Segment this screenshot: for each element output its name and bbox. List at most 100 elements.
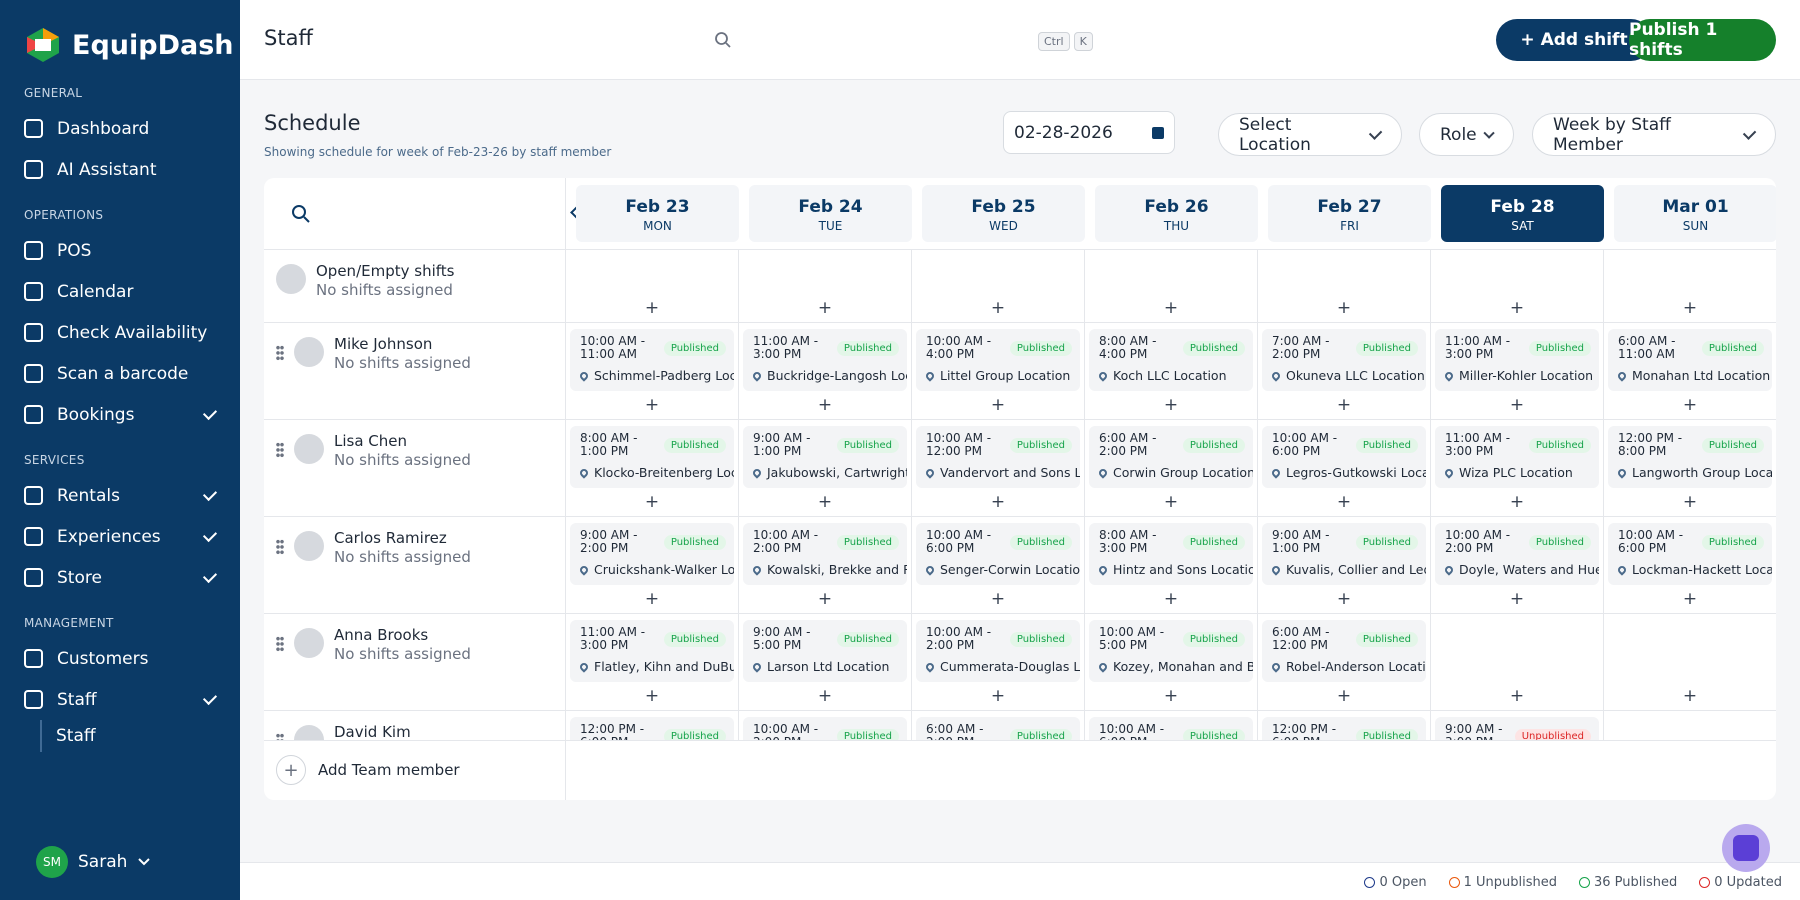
shift-card[interactable]: 9:00 AM - 5:00 PM Published Larson Ltd Loc…: [743, 620, 907, 682]
shift-card[interactable]: 10:00 AM - 2:00 PM Published Cummerata-Dou…: [916, 620, 1080, 682]
day-header[interactable]: Feb 28 SAT: [1441, 185, 1604, 242]
add-shift-plus[interactable]: +: [817, 395, 833, 415]
shift-card[interactable]: 10:00 AM - 4:00 PM Published Littel Group …: [916, 329, 1080, 391]
add-shift-plus[interactable]: +: [817, 492, 833, 512]
nav-item[interactable]: Bookings: [0, 394, 240, 435]
nav-item[interactable]: Scan a barcode: [0, 353, 240, 394]
nav-item[interactable]: AI Assistant: [0, 149, 240, 190]
add-shift-plus[interactable]: +: [990, 686, 1006, 706]
add-shift-plus[interactable]: +: [1682, 589, 1698, 609]
shift-card[interactable]: 10:00 AM - 2:00 PM Published Doyle, Waters…: [1435, 523, 1599, 585]
add-shift-plus[interactable]: +: [1509, 492, 1525, 512]
add-shift-plus[interactable]: +: [990, 395, 1006, 415]
add-shift-plus[interactable]: +: [817, 589, 833, 609]
nav-item[interactable]: Experiences: [0, 516, 240, 557]
add-shift-plus[interactable]: +: [1682, 686, 1698, 706]
shift-card[interactable]: 10:00 AM - 12:00 PM Published Vandervort a…: [916, 426, 1080, 488]
drag-handle[interactable]: [276, 539, 284, 555]
shift-card[interactable]: 9:00 AM - 1:00 PM Published Jakubowski, Ca…: [743, 426, 907, 488]
add-shift-plus[interactable]: +: [1336, 298, 1352, 318]
nav-subitem[interactable]: Staff: [40, 720, 240, 752]
day-header[interactable]: Feb 26 THU: [1095, 185, 1258, 242]
day-header[interactable]: Feb 27 FRI: [1268, 185, 1431, 242]
publish-button[interactable]: Publish 1 shifts: [1629, 19, 1776, 61]
search-icon[interactable]: [291, 204, 311, 224]
shift-card[interactable]: 10:00 AM - 2:00 PM Published Kowalski, Bre…: [743, 523, 907, 585]
shift-card[interactable]: 11:00 AM - 3:00 PM Published Buckridge-Lan…: [743, 329, 907, 391]
add-shift-plus[interactable]: +: [1163, 395, 1179, 415]
add-shift-plus[interactable]: +: [644, 395, 660, 415]
add-shift-plus[interactable]: +: [644, 492, 660, 512]
add-shift-plus[interactable]: +: [1509, 395, 1525, 415]
add-shift-plus[interactable]: +: [1336, 589, 1352, 609]
shift-card[interactable]: 9:00 AM - 3:00 PM Unpublished: [1435, 717, 1599, 740]
add-shift-plus[interactable]: +: [1336, 395, 1352, 415]
nav-item[interactable]: Check Availability: [0, 312, 240, 353]
user[interactable]: SM Sarah: [36, 846, 151, 878]
add-shift-plus[interactable]: +: [1163, 686, 1179, 706]
add-shift-plus[interactable]: +: [1509, 589, 1525, 609]
add-shift-plus[interactable]: +: [644, 589, 660, 609]
add-shift-plus[interactable]: +: [1682, 298, 1698, 318]
add-shift-plus[interactable]: +: [1336, 492, 1352, 512]
shift-card[interactable]: 8:00 AM - 3:00 PM Published Hintz and Sons…: [1089, 523, 1253, 585]
shift-card[interactable]: 6:00 AM - 2:00 PM Published: [916, 717, 1080, 740]
shift-card[interactable]: 10:00 AM - 11:00 AM Published Schimmel-Pad…: [570, 329, 734, 391]
day-header[interactable]: Mar 01 SUN: [1614, 185, 1776, 242]
date-input[interactable]: 02-28-2026: [1003, 111, 1175, 154]
shift-card[interactable]: 10:00 AM - 5:00 PM Published Kozey, Monaha…: [1089, 620, 1253, 682]
add-shift-plus[interactable]: +: [1336, 686, 1352, 706]
add-member-button[interactable]: + Add Team member: [276, 755, 460, 785]
add-shift-plus[interactable]: +: [990, 492, 1006, 512]
add-shift-plus[interactable]: +: [817, 686, 833, 706]
shift-card[interactable]: 10:00 AM - 6:00 PM Published Senger-Corwin…: [916, 523, 1080, 585]
add-shift-plus[interactable]: +: [1163, 492, 1179, 512]
filter-dropdown[interactable]: Select Location: [1218, 113, 1402, 156]
drag-handle[interactable]: [276, 733, 284, 740]
shift-card[interactable]: 10:00 AM - 6:00 PM Published: [1089, 717, 1253, 740]
add-shift-plus[interactable]: +: [990, 298, 1006, 318]
nav-item[interactable]: POS: [0, 230, 240, 271]
drag-handle[interactable]: [276, 636, 284, 652]
shift-card[interactable]: 11:00 AM - 3:00 PM Published Flatley, Kihn…: [570, 620, 734, 682]
filter-dropdown[interactable]: Week by Staff Member: [1532, 113, 1776, 156]
add-shift-plus[interactable]: +: [1682, 395, 1698, 415]
drag-handle[interactable]: [276, 442, 284, 458]
shift-card[interactable]: 9:00 AM - 2:00 PM Published Cruickshank-Wa…: [570, 523, 734, 585]
shift-card[interactable]: 12:00 PM - 6:00 PM Published: [570, 717, 734, 740]
shift-card[interactable]: 11:00 AM - 3:00 PM Published Wiza PLC Loca…: [1435, 426, 1599, 488]
add-shift-button[interactable]: + Add shift: [1496, 19, 1652, 61]
day-header[interactable]: Feb 25 WED: [922, 185, 1085, 242]
shift-card[interactable]: 12:00 PM - 8:00 PM Published Langworth Gro…: [1608, 426, 1772, 488]
add-shift-plus[interactable]: +: [644, 686, 660, 706]
nav-item[interactable]: Customers: [0, 638, 240, 679]
shift-card[interactable]: 9:00 AM - 1:00 PM Published Kuvalis, Colli…: [1262, 523, 1426, 585]
add-shift-plus[interactable]: +: [1509, 298, 1525, 318]
shift-card[interactable]: 12:00 PM - 6:00 PM Published: [1262, 717, 1426, 740]
nav-item[interactable]: Rentals: [0, 475, 240, 516]
shift-card[interactable]: 10:00 AM - 6:00 PM Published Legros-Gutkow…: [1262, 426, 1426, 488]
add-shift-plus[interactable]: +: [990, 589, 1006, 609]
add-shift-plus[interactable]: +: [1163, 589, 1179, 609]
add-shift-plus[interactable]: +: [1163, 298, 1179, 318]
nav-item[interactable]: Calendar: [0, 271, 240, 312]
shift-card[interactable]: 11:00 AM - 3:00 PM Published Miller-Kohler…: [1435, 329, 1599, 391]
nav-item[interactable]: Staff: [0, 679, 240, 720]
shift-card[interactable]: 8:00 AM - 4:00 PM Published Koch LLC Locat…: [1089, 329, 1253, 391]
assistant-button[interactable]: [1722, 824, 1770, 872]
add-shift-plus[interactable]: +: [1509, 686, 1525, 706]
add-shift-plus[interactable]: +: [644, 298, 660, 318]
search-icon[interactable]: [714, 31, 732, 49]
drag-handle[interactable]: [276, 345, 284, 361]
day-header[interactable]: Feb 24 TUE: [749, 185, 912, 242]
shift-card[interactable]: 6:00 AM - 11:00 AM Published Monahan Ltd L…: [1608, 329, 1772, 391]
shift-card[interactable]: 6:00 AM - 2:00 PM Published Corwin Group L…: [1089, 426, 1253, 488]
nav-item[interactable]: Dashboard: [0, 108, 240, 149]
shift-card[interactable]: 8:00 AM - 1:00 PM Published Klocko-Breiten…: [570, 426, 734, 488]
add-shift-plus[interactable]: +: [817, 298, 833, 318]
nav-item[interactable]: Store: [0, 557, 240, 598]
shift-card[interactable]: 10:00 AM - 6:00 PM Published Lockman-Hacke…: [1608, 523, 1772, 585]
shift-card[interactable]: 6:00 AM - 12:00 PM Published Robel-Anderso…: [1262, 620, 1426, 682]
add-shift-plus[interactable]: +: [1682, 492, 1698, 512]
filter-dropdown[interactable]: Role: [1419, 113, 1514, 156]
